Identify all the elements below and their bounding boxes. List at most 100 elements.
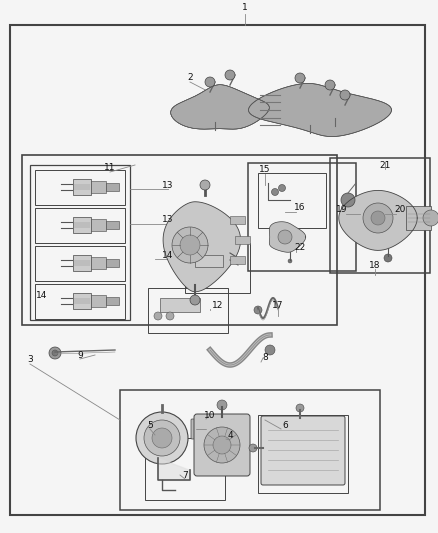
Text: 12: 12: [212, 259, 224, 268]
Text: 3: 3: [27, 356, 33, 365]
Circle shape: [296, 404, 304, 412]
Circle shape: [172, 227, 208, 263]
Circle shape: [190, 295, 200, 305]
Circle shape: [288, 259, 292, 263]
Text: 7: 7: [182, 471, 188, 480]
Circle shape: [295, 73, 305, 83]
Bar: [258, 173, 326, 228]
FancyBboxPatch shape: [261, 416, 345, 485]
Bar: [91, 295, 106, 307]
Circle shape: [154, 312, 162, 320]
Text: 2: 2: [187, 74, 193, 83]
Text: 13: 13: [162, 215, 174, 224]
Bar: [73, 179, 91, 196]
Text: 1: 1: [242, 4, 248, 12]
Bar: [106, 183, 120, 191]
Text: 8: 8: [262, 353, 268, 362]
Bar: [22, 155, 337, 325]
Bar: [35, 208, 125, 243]
FancyBboxPatch shape: [191, 419, 211, 439]
Circle shape: [213, 436, 231, 454]
Bar: [330, 158, 430, 273]
Bar: [91, 257, 106, 269]
Text: 5: 5: [147, 421, 153, 430]
Bar: [35, 246, 125, 281]
Text: 14: 14: [36, 290, 48, 300]
Polygon shape: [248, 84, 392, 136]
Bar: [195, 255, 223, 267]
Text: 13: 13: [162, 181, 174, 190]
Text: 21: 21: [379, 160, 391, 169]
Bar: [230, 216, 245, 224]
Text: 18: 18: [369, 261, 381, 270]
Bar: [230, 256, 245, 264]
Polygon shape: [339, 190, 417, 251]
Circle shape: [52, 350, 58, 356]
Text: 11: 11: [104, 164, 116, 173]
Bar: [73, 255, 91, 271]
Bar: [145, 438, 225, 500]
Bar: [35, 170, 125, 205]
Text: 22: 22: [294, 244, 306, 253]
Circle shape: [152, 428, 172, 448]
Text: 6: 6: [282, 421, 288, 430]
Bar: [106, 221, 120, 229]
Bar: [258, 415, 348, 493]
Circle shape: [278, 230, 292, 244]
Circle shape: [272, 189, 279, 196]
Circle shape: [325, 80, 335, 90]
Bar: [73, 293, 91, 309]
Circle shape: [279, 184, 286, 191]
Circle shape: [166, 312, 174, 320]
Circle shape: [136, 412, 188, 464]
Bar: [73, 216, 91, 233]
Circle shape: [423, 210, 438, 226]
Circle shape: [204, 427, 240, 463]
Bar: [120, 390, 380, 510]
Bar: [148, 288, 228, 333]
Text: 9: 9: [77, 351, 83, 359]
Bar: [91, 181, 106, 193]
Circle shape: [363, 203, 393, 233]
Circle shape: [205, 77, 215, 87]
Polygon shape: [163, 202, 240, 292]
Bar: [406, 206, 431, 230]
Text: 15: 15: [259, 166, 271, 174]
Bar: [91, 219, 106, 231]
Circle shape: [225, 70, 235, 80]
Polygon shape: [158, 458, 190, 480]
Circle shape: [249, 444, 257, 452]
Circle shape: [144, 420, 180, 456]
Bar: [106, 260, 120, 266]
Circle shape: [254, 306, 262, 314]
Polygon shape: [248, 84, 392, 136]
Bar: [106, 297, 120, 304]
Text: 14: 14: [162, 251, 174, 260]
Bar: [185, 243, 250, 293]
Circle shape: [180, 235, 200, 255]
Circle shape: [265, 345, 275, 355]
Bar: [248, 163, 356, 271]
Bar: [35, 284, 125, 319]
Text: 12: 12: [212, 301, 224, 310]
Text: 20: 20: [394, 206, 406, 214]
Bar: [160, 298, 200, 312]
Circle shape: [341, 193, 355, 207]
Circle shape: [384, 254, 392, 262]
Circle shape: [217, 400, 227, 410]
FancyBboxPatch shape: [194, 414, 250, 476]
Polygon shape: [171, 85, 269, 129]
Text: 10: 10: [204, 410, 216, 419]
Circle shape: [49, 347, 61, 359]
Text: 17: 17: [272, 301, 284, 310]
Text: 4: 4: [227, 431, 233, 440]
Circle shape: [371, 211, 385, 225]
Circle shape: [340, 90, 350, 100]
Polygon shape: [171, 85, 269, 129]
Polygon shape: [171, 85, 269, 129]
Text: 19: 19: [336, 206, 348, 214]
Circle shape: [200, 180, 210, 190]
Text: 16: 16: [294, 204, 306, 213]
Bar: [30, 165, 130, 320]
Polygon shape: [269, 222, 306, 252]
